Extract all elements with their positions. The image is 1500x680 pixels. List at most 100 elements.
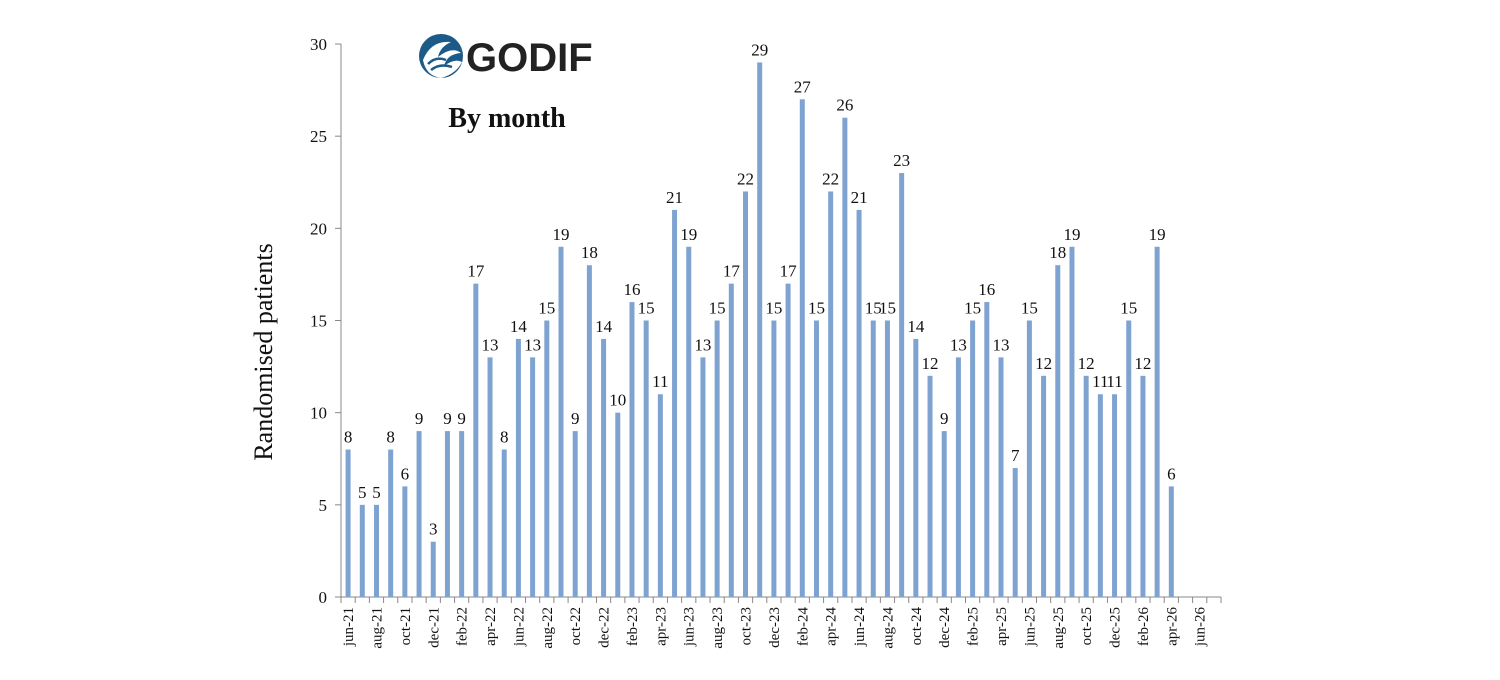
y-tick-label: 5	[319, 496, 328, 515]
bar	[842, 117, 848, 597]
x-tick-label: dec-25	[1108, 607, 1124, 648]
bar	[686, 246, 692, 597]
bar	[771, 320, 777, 597]
y-tick-label: 30	[310, 35, 327, 54]
bar	[714, 320, 720, 597]
data-label: 15	[964, 299, 981, 318]
data-label: 3	[429, 520, 438, 539]
bar	[856, 209, 862, 597]
data-label: 27	[794, 77, 812, 96]
data-label: 16	[978, 280, 995, 299]
bar	[373, 504, 379, 597]
bar	[601, 338, 607, 597]
bar	[459, 431, 465, 597]
x-tick-label: jun-25	[1022, 607, 1038, 647]
y-tick-label: 25	[310, 127, 327, 146]
bar	[629, 302, 635, 597]
bar	[927, 375, 933, 597]
data-label: 19	[1063, 225, 1080, 244]
bar	[544, 320, 550, 597]
data-label: 13	[482, 335, 499, 354]
data-label: 14	[510, 317, 528, 336]
x-tick-label: oct-25	[1079, 607, 1095, 645]
bar	[941, 431, 947, 597]
data-label: 12	[1134, 354, 1151, 373]
data-label: 15	[538, 299, 555, 318]
data-label: 9	[457, 409, 466, 428]
data-label: 15	[1120, 299, 1137, 318]
bar	[785, 283, 791, 597]
x-tick-label: dec-24	[937, 607, 953, 648]
data-label: 17	[723, 262, 741, 281]
data-label: 14	[595, 317, 613, 336]
x-tick-label: dec-21	[426, 607, 442, 648]
data-label: 9	[415, 409, 424, 428]
data-label: 8	[386, 428, 395, 447]
bar	[416, 431, 422, 597]
y-tick-label: 0	[319, 588, 328, 607]
x-tick-label: aug-22	[540, 607, 556, 649]
bar	[743, 191, 749, 597]
godif-logo: GODIF	[419, 34, 593, 80]
bar	[700, 357, 706, 597]
data-label: 6	[1167, 464, 1176, 483]
bar	[444, 431, 450, 597]
x-tick-label: feb-24	[795, 607, 811, 647]
x-tick-label: feb-23	[625, 607, 641, 646]
data-label: 5	[372, 483, 381, 502]
bar	[501, 449, 507, 597]
data-label: 13	[950, 335, 967, 354]
x-tick-label: dec-23	[767, 607, 783, 648]
bar	[530, 357, 536, 597]
data-label: 18	[1049, 243, 1066, 262]
data-label: 21	[666, 188, 683, 207]
wave-logo-icon	[419, 34, 463, 78]
x-axis	[340, 596, 1222, 603]
data-label: 12	[1078, 354, 1095, 373]
data-label: 15	[879, 299, 896, 318]
data-label: 9	[443, 409, 452, 428]
x-tick-label: jun-23	[682, 607, 698, 647]
bar	[1140, 375, 1146, 597]
bar	[970, 320, 976, 597]
bar	[1026, 320, 1032, 597]
data-label: 10	[609, 391, 626, 410]
y-axis-title: Randomised patients	[249, 243, 278, 460]
data-label: 13	[993, 335, 1010, 354]
bar	[1041, 375, 1047, 597]
data-label: 11	[1106, 372, 1122, 391]
data-label: 13	[524, 335, 541, 354]
x-tick-label: aug-24	[880, 607, 896, 649]
bar	[345, 449, 351, 597]
x-tick-label: oct-23	[739, 607, 755, 645]
data-label: 17	[467, 262, 485, 281]
bar	[813, 320, 819, 597]
bar	[1112, 394, 1118, 597]
bar	[1168, 486, 1174, 597]
data-label: 15	[765, 299, 782, 318]
data-label: 15	[808, 299, 825, 318]
bar	[1154, 246, 1160, 597]
data-label: 8	[500, 428, 509, 447]
bar	[1126, 320, 1132, 597]
data-label: 21	[851, 188, 868, 207]
y-axis: 0 5 10 15 20 25 30	[310, 35, 342, 607]
bar	[870, 320, 876, 597]
data-label: 29	[751, 40, 768, 59]
data-label: 11	[1092, 372, 1108, 391]
x-tick-label: oct-21	[398, 607, 414, 645]
x-tick-label: apr-25	[994, 607, 1010, 646]
x-tick-label: jun-22	[511, 607, 527, 647]
x-tick-label: jun-24	[852, 607, 868, 648]
data-label: 22	[737, 169, 754, 188]
bar	[473, 283, 479, 597]
data-label: 13	[694, 335, 711, 354]
x-tick-label: apr-26	[1164, 607, 1180, 646]
bar	[984, 302, 990, 597]
x-tick-label: aug-23	[710, 607, 726, 649]
data-label: 12	[922, 354, 939, 373]
data-label: 14	[907, 317, 925, 336]
data-label: 19	[680, 225, 697, 244]
x-tick-label: aug-25	[1051, 607, 1067, 649]
